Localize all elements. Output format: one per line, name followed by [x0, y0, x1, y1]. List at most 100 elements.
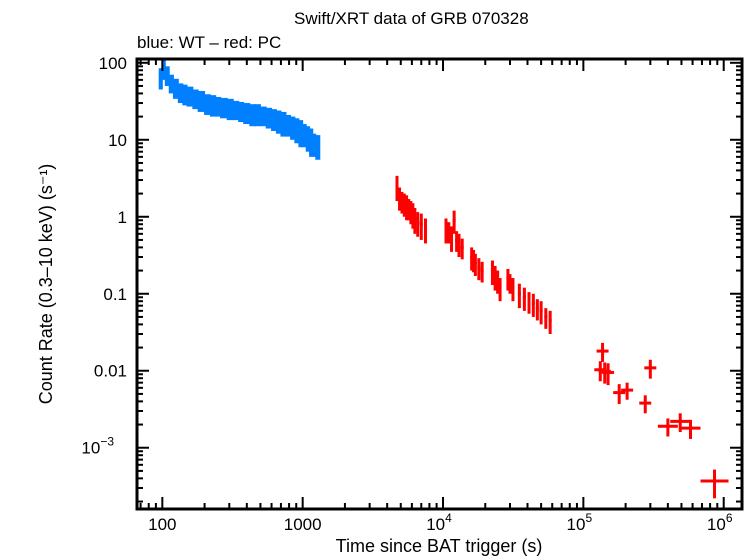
data-point — [238, 101, 245, 123]
data-point — [522, 287, 526, 311]
data-point — [254, 104, 261, 127]
y-tick-label: 10 — [108, 131, 127, 150]
data-point — [490, 260, 494, 285]
y-tick-label: 1 — [118, 208, 127, 227]
data-point — [309, 128, 314, 157]
data-point — [302, 124, 307, 148]
data-point — [280, 111, 287, 137]
error-band — [302, 124, 307, 148]
data-point — [457, 233, 461, 258]
data-point — [168, 74, 174, 94]
error-band — [238, 101, 245, 123]
error-band — [309, 128, 314, 157]
error-band — [226, 98, 234, 121]
data-point — [164, 66, 170, 86]
error-band — [177, 83, 184, 104]
data-point — [511, 278, 515, 302]
data-point — [644, 359, 657, 379]
error-band — [220, 97, 228, 119]
data-point — [197, 91, 206, 112]
data-point — [232, 100, 240, 121]
x-tick-label: 104 — [426, 511, 452, 534]
tick-exponent: 5 — [585, 511, 592, 525]
data-point — [700, 469, 729, 499]
error-band — [186, 86, 194, 107]
data-point — [602, 363, 615, 386]
data-point — [544, 308, 548, 329]
data-point — [315, 135, 321, 160]
data-point — [548, 310, 552, 335]
tick-exponent: −3 — [100, 435, 114, 449]
data-point — [172, 78, 179, 99]
series-layer — [158, 59, 729, 499]
error-band — [158, 68, 163, 90]
data-point — [419, 213, 423, 240]
error-band — [168, 74, 174, 94]
error-band — [294, 118, 300, 144]
data-point — [265, 107, 273, 129]
x-tick-label: 105 — [567, 511, 593, 534]
y-tick-label: 100 — [99, 54, 127, 73]
error-band — [275, 110, 282, 134]
data-point — [613, 384, 626, 404]
error-band — [265, 107, 273, 129]
data-point — [209, 95, 217, 117]
error-band — [172, 78, 179, 99]
data-point — [294, 118, 300, 144]
data-point — [493, 265, 497, 291]
error-band — [315, 135, 321, 160]
error-band — [280, 111, 287, 137]
error-band — [290, 116, 296, 140]
data-point — [285, 114, 292, 137]
chart-title: Swift/XRT data of GRB 070328 — [294, 9, 529, 28]
error-band — [215, 96, 222, 117]
data-point — [177, 83, 184, 104]
data-point — [452, 210, 456, 234]
data-point — [670, 413, 691, 433]
plot-frame — [135, 57, 744, 511]
data-point — [158, 68, 163, 90]
data-point — [416, 212, 420, 237]
error-band — [243, 103, 251, 125]
data-point — [460, 238, 464, 260]
data-point — [535, 299, 539, 321]
data-point — [305, 126, 311, 152]
y-tick-label: 0.01 — [94, 362, 127, 381]
chart-subtitle: blue: WT – red: PC — [137, 33, 282, 52]
data-point — [290, 116, 296, 140]
error-band — [161, 59, 166, 80]
error-band — [305, 126, 311, 152]
x-tick-label: 1000 — [284, 515, 322, 534]
x-tick-label: 100 — [148, 515, 176, 534]
data-point — [639, 395, 652, 414]
data-point — [447, 222, 451, 244]
data-point — [395, 175, 399, 202]
data-point — [657, 418, 678, 437]
data-point — [259, 106, 267, 127]
data-point — [423, 218, 427, 244]
tick-exponent: 6 — [726, 511, 733, 525]
x-tick-label: 106 — [707, 511, 733, 534]
error-band — [254, 104, 261, 127]
data-point — [271, 109, 277, 132]
data-point — [215, 96, 222, 117]
data-point — [275, 110, 282, 134]
data-point — [413, 207, 417, 234]
series-pc — [395, 175, 729, 499]
data-point — [527, 292, 531, 314]
tick-exponent: 4 — [445, 511, 452, 525]
error-band — [197, 91, 206, 112]
data-point — [161, 59, 166, 80]
data-point — [498, 278, 502, 302]
data-point — [508, 274, 512, 294]
data-point — [182, 84, 188, 106]
error-band — [312, 133, 317, 157]
data-point — [186, 86, 194, 107]
data-point — [204, 94, 211, 115]
data-point — [680, 419, 701, 439]
data-point — [249, 104, 256, 127]
y-tick-label: 10−3 — [81, 435, 114, 458]
data-point — [621, 382, 634, 400]
series-wt — [158, 59, 321, 160]
